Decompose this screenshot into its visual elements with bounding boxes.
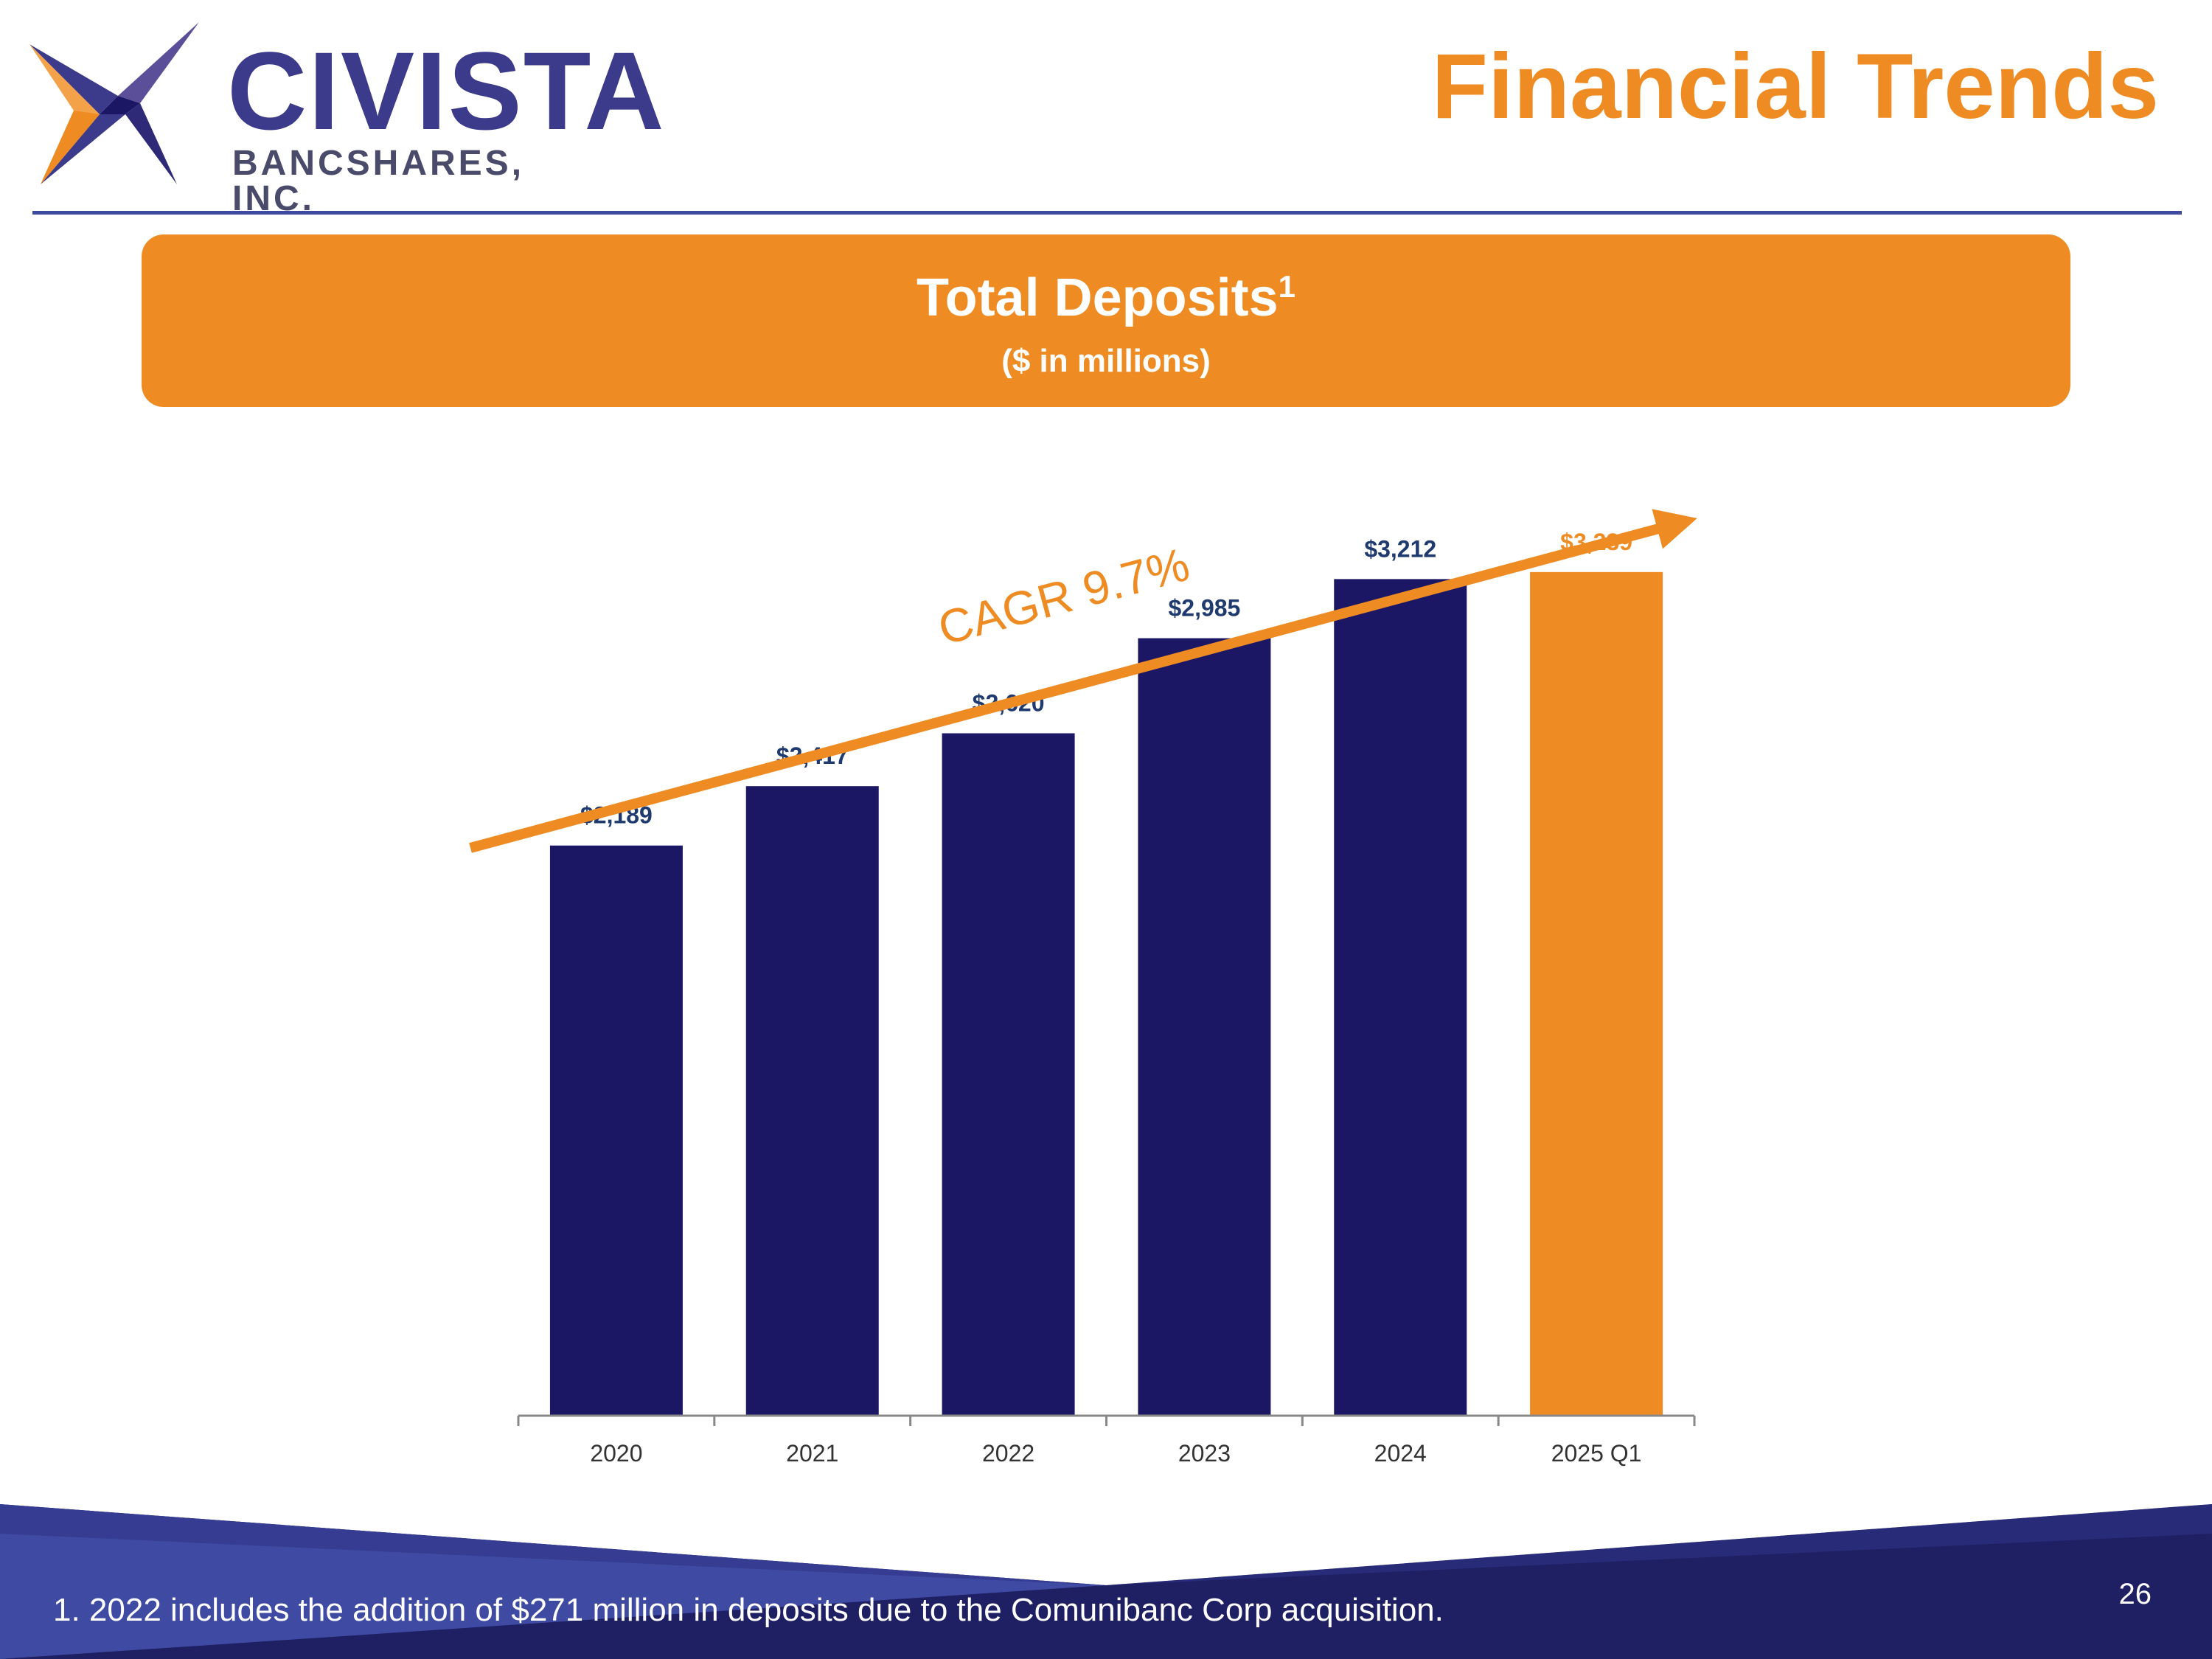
bar-2025-q1 (1530, 571, 1663, 1416)
data-label: $3,212 (1364, 535, 1436, 562)
chart-title-text: Total Deposits (916, 268, 1279, 327)
footnote-marker: 1 (1278, 269, 1296, 304)
cagr-annotation: CAGR 9.7% (933, 538, 1194, 655)
footnote: 1. 2022 includes the addition of $271 mi… (53, 1592, 1444, 1628)
bar-2021 (745, 786, 879, 1416)
chart-header-banner: Total Deposits1 ($ in millions) (142, 234, 2070, 407)
page-number: 26 (2118, 1578, 2152, 1610)
data-label: $2,985 (1168, 595, 1240, 622)
x-tick-label: 2022 (982, 1440, 1034, 1467)
footer-band (0, 1504, 2212, 1659)
page-title: Financial Trends (1431, 35, 2159, 138)
cagr-trend-arrow (469, 509, 1697, 853)
bar-2024 (1334, 579, 1467, 1416)
x-tick-label: 2020 (590, 1440, 642, 1467)
company-logo: CIVISTA BANCSHARES, INC. (29, 22, 664, 217)
x-tick-label: 2023 (1178, 1440, 1231, 1467)
chart-unit-label: ($ in millions) (1001, 343, 1211, 379)
chart-title: Total Deposits1 (142, 268, 2070, 327)
civista-star-logo-icon (29, 22, 199, 184)
bar-2022 (942, 733, 1075, 1416)
x-tick-label: 2021 (786, 1440, 838, 1467)
bar-2023 (1138, 638, 1271, 1416)
logo-subtitle: BANCSHARES, INC. (232, 144, 525, 218)
x-tick-label: 2024 (1374, 1440, 1427, 1467)
logo-name: CIVISTA (227, 29, 666, 153)
bar-2020 (549, 845, 683, 1416)
title-divider (32, 211, 2182, 215)
x-tick-label: 2025 Q1 (1551, 1440, 1642, 1467)
